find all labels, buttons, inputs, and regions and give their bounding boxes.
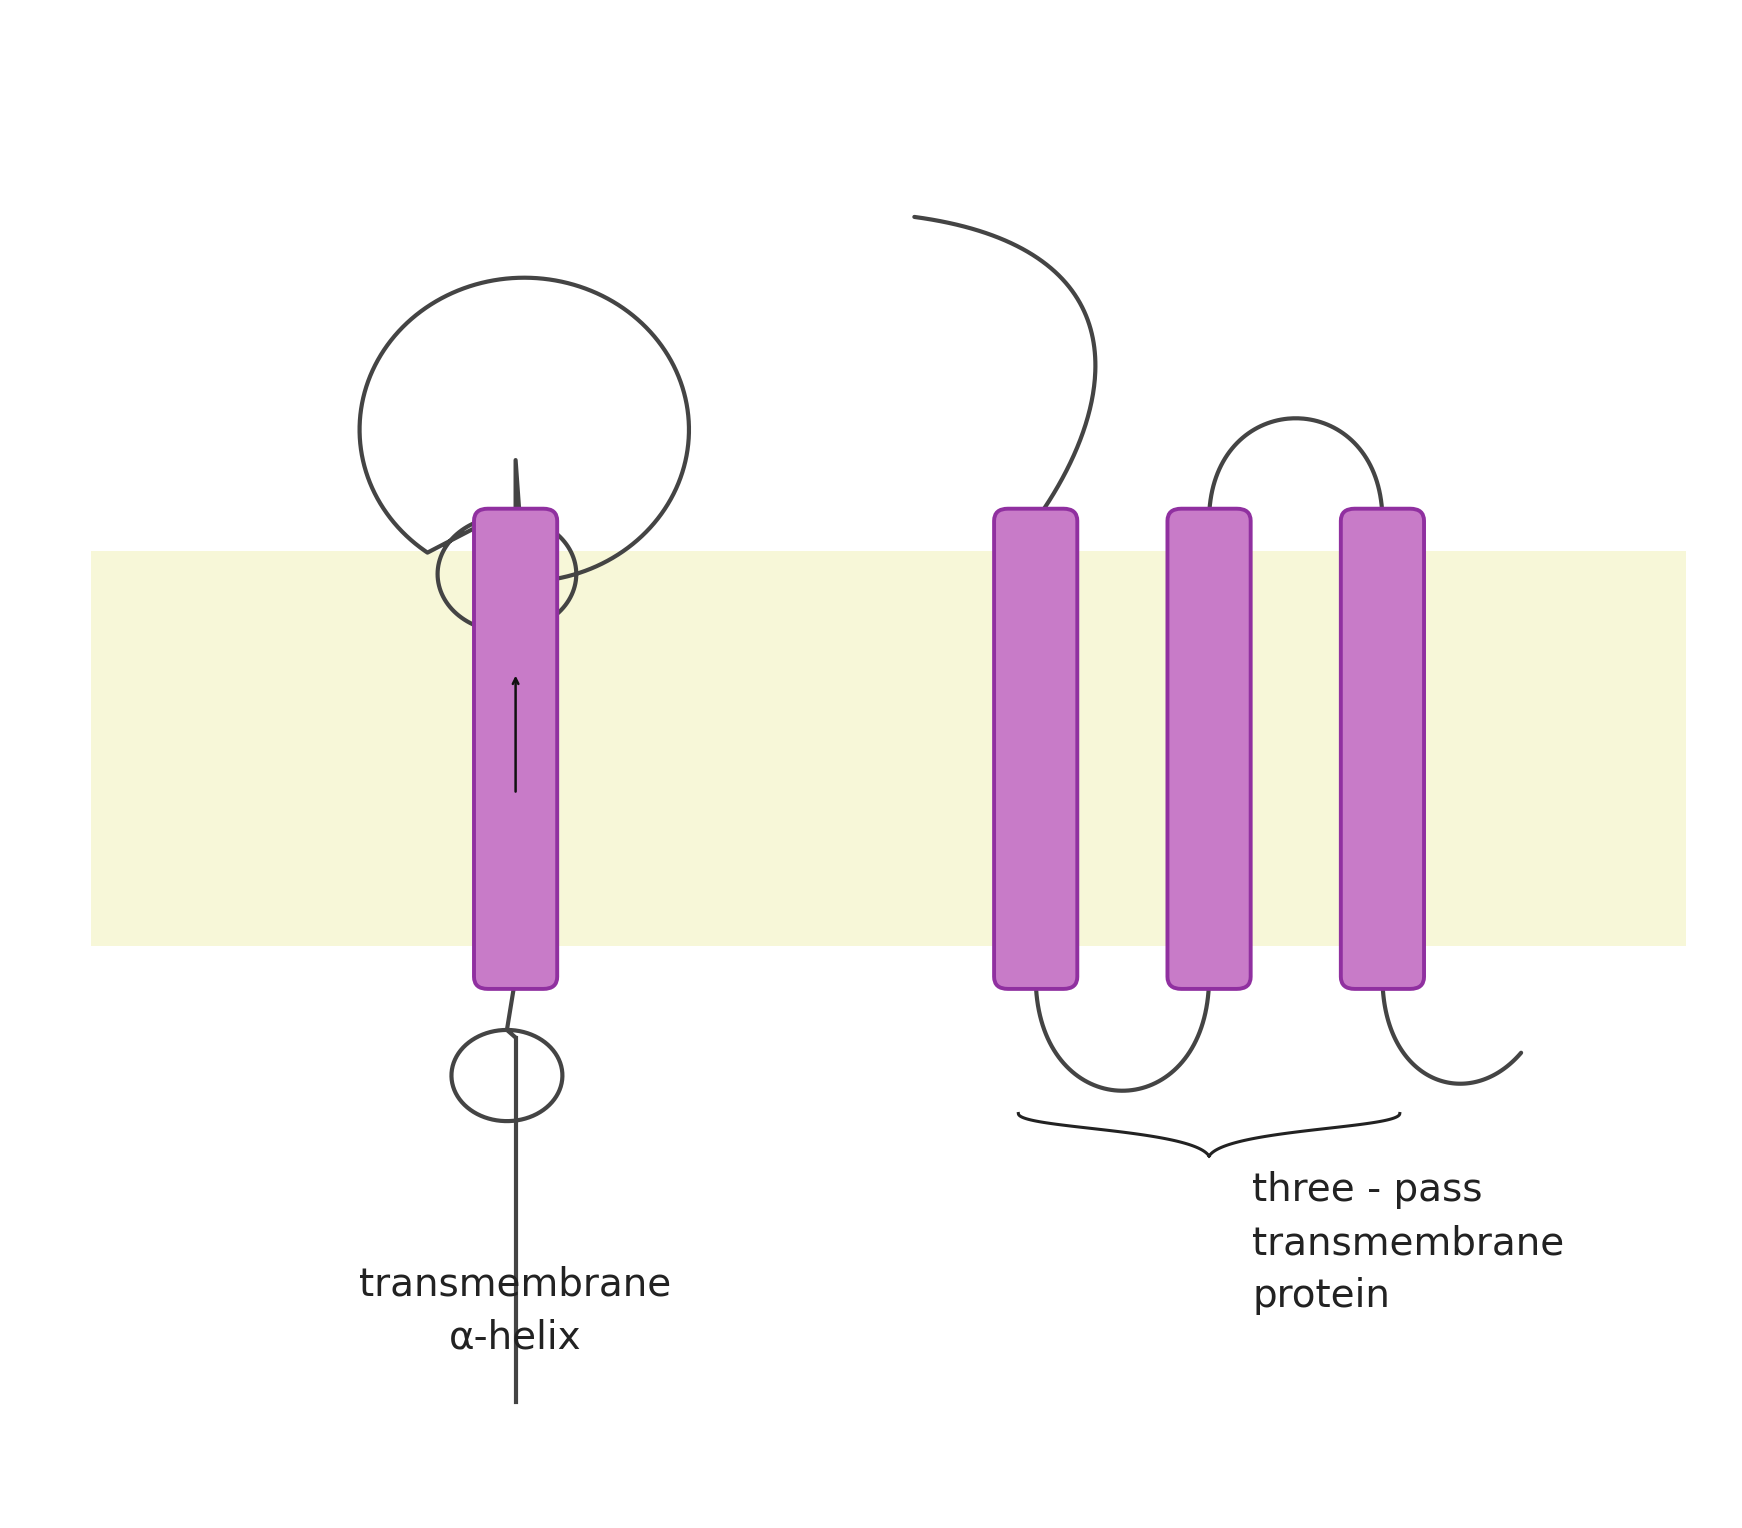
- FancyBboxPatch shape: [1341, 509, 1423, 989]
- Text: three - pass
transmembrane
protein: three - pass transmembrane protein: [1252, 1172, 1564, 1316]
- FancyBboxPatch shape: [1167, 509, 1251, 989]
- Bar: [91, 552, 1686, 946]
- Text: transmembrane
α-helix: transmembrane α-helix: [359, 1265, 672, 1357]
- FancyBboxPatch shape: [474, 509, 557, 989]
- FancyBboxPatch shape: [995, 509, 1077, 989]
